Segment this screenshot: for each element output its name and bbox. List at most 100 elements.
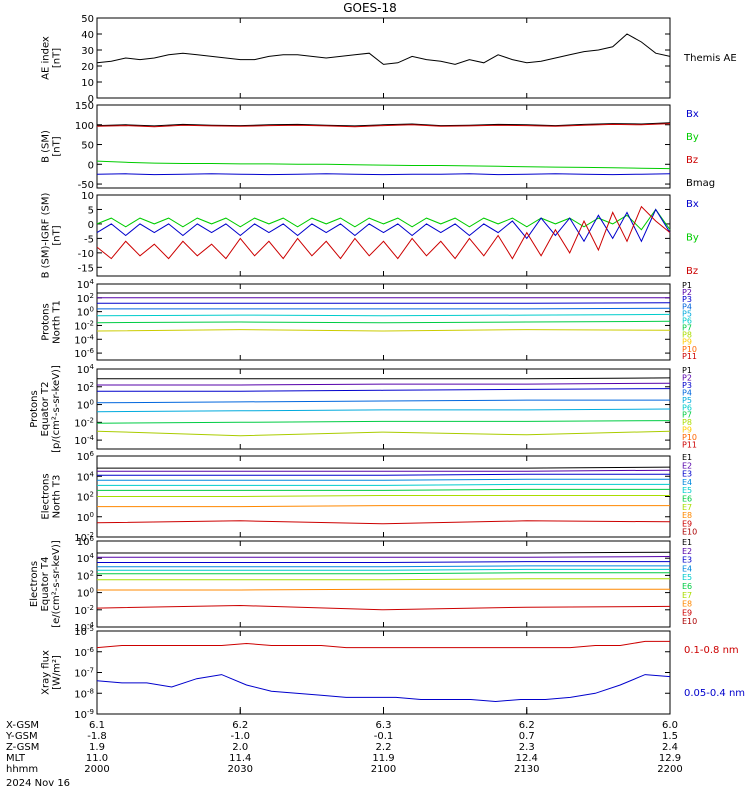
legend-entry: P8 [682, 418, 692, 427]
legend-entry: P6 [682, 316, 692, 325]
y-tick-label: 100 [77, 587, 94, 600]
series-line-e2 [97, 469, 671, 472]
series-line-p8 [96, 329, 671, 332]
series-line-e4 [97, 478, 670, 481]
legend-entry: Bz [686, 266, 698, 277]
y-tick-label: -50 [78, 180, 94, 191]
legend-entry: Bmag [686, 178, 715, 189]
legend-entry: P2 [682, 373, 692, 382]
x-row-value: 12.4 [516, 753, 538, 764]
legend-entry: E2 [682, 547, 692, 556]
y-tick-label: 50 [81, 14, 94, 25]
panel-frame [96, 630, 671, 715]
series-line-e2 [97, 556, 671, 558]
y-tick-label: 10-4 [74, 333, 94, 346]
y-tick-label: 106 [77, 535, 95, 548]
legend-entry: E8 [682, 511, 692, 520]
legend-entry: P10 [682, 433, 697, 442]
legend-entry: Bx [686, 199, 699, 210]
y-axis-label: AE index [41, 36, 52, 80]
y-tick-label: 100 [77, 306, 94, 319]
series-line-e8 [97, 588, 670, 591]
legend-entry: Bx [686, 109, 699, 120]
y-tick-label: 10 [81, 78, 94, 89]
legend-entry: P4 [682, 388, 692, 397]
y-tick-label: 10-4 [74, 434, 94, 447]
series-line-0-1-0-8-nm [96, 640, 670, 649]
legend-entry: E6 [682, 582, 692, 591]
x-row-value: 2.3 [519, 742, 535, 753]
y-tick-label: 100 [75, 121, 94, 132]
panel-frame [96, 104, 671, 189]
legend-entry: E4 [682, 564, 692, 573]
legend-entry: P6 [682, 403, 692, 412]
x-row-value: -1.0 [230, 731, 250, 742]
panel-bsm: -50 0 50 100 150 B (SM) [nT] Bx By Bz Bmag [41, 101, 716, 191]
legend-entry: E9 [682, 519, 692, 528]
panel-frame [96, 17, 671, 99]
legend-entry: Bz [686, 155, 698, 166]
x-row-value: 2100 [371, 764, 396, 775]
y-tick-label: 102 [77, 491, 94, 504]
y-axis-label: Electrons [41, 473, 52, 519]
legend-entry: E10 [682, 528, 697, 537]
y-axis-label: Protons [29, 390, 40, 427]
y-axis-label: North T3 [52, 475, 63, 519]
legend-entry: E8 [682, 600, 692, 609]
x-row-value: 12.9 [659, 753, 681, 764]
legend-entry: E5 [682, 486, 692, 495]
y-tick-label: -10 [78, 249, 94, 260]
series-line-p1 [97, 377, 671, 380]
series-line-bx [96, 208, 671, 243]
series-line-e9 [96, 604, 671, 611]
y-axis-label: [nT] [52, 48, 63, 68]
series-line-0-05-0-4-nm [96, 674, 671, 703]
y-tick-label: 5 [88, 205, 94, 216]
legend-entry: P11 [682, 441, 697, 450]
x-row-value: 6.1 [89, 720, 105, 731]
series-line-e5 [97, 483, 670, 486]
plot-title: GOES-18 [343, 1, 397, 15]
series-line-p3 [97, 388, 671, 392]
legend-entry: P3 [682, 295, 692, 304]
series-line-e8 [97, 505, 670, 508]
legend-entry: E3 [682, 556, 692, 565]
x-row-value: 2200 [657, 764, 682, 775]
x-row-value: 11.4 [229, 753, 251, 764]
legend-entry: P10 [682, 345, 697, 354]
y-tick-label: 0 [88, 160, 94, 171]
y-tick-label: 20 [81, 62, 94, 73]
legend-entry: P1 [682, 281, 692, 290]
y-axis-label: [p/(cm²-s-sr-keV)] [51, 365, 62, 453]
x-row-value: 2030 [228, 764, 253, 775]
x-row-value: 6.0 [662, 720, 678, 731]
y-tick-label: 100 [77, 399, 94, 412]
series-line-e7 [97, 495, 670, 497]
y-tick-label: 104 [77, 552, 95, 565]
legend-entry: E3 [682, 470, 692, 479]
y-axis-label: North T1 [52, 300, 63, 344]
series-line-e5 [97, 568, 670, 571]
series-line-e4 [97, 565, 670, 568]
y-axis-label: Electrons [29, 561, 40, 607]
x-row-label: hhmm [6, 764, 38, 775]
y-axis-label: [nT] [52, 225, 63, 245]
y-axis-label: [W/m²] [52, 655, 63, 690]
y-tick-label: 104 [77, 470, 95, 483]
y-tick-label: 0 [88, 94, 94, 105]
legend-entry: P4 [682, 302, 692, 311]
series-line-p2 [97, 382, 671, 386]
x-row-value: 2.2 [376, 742, 392, 753]
series-line-e6 [97, 572, 670, 575]
series-line-e3 [97, 561, 670, 563]
series-line-p5 [96, 313, 671, 317]
series-line-p6 [96, 320, 671, 324]
legend-entry: P9 [682, 426, 692, 435]
legend-entry: E10 [682, 617, 697, 626]
legend-entry: E4 [682, 478, 692, 487]
y-tick-label: 0 [88, 220, 94, 231]
series-line-e3 [97, 473, 670, 476]
